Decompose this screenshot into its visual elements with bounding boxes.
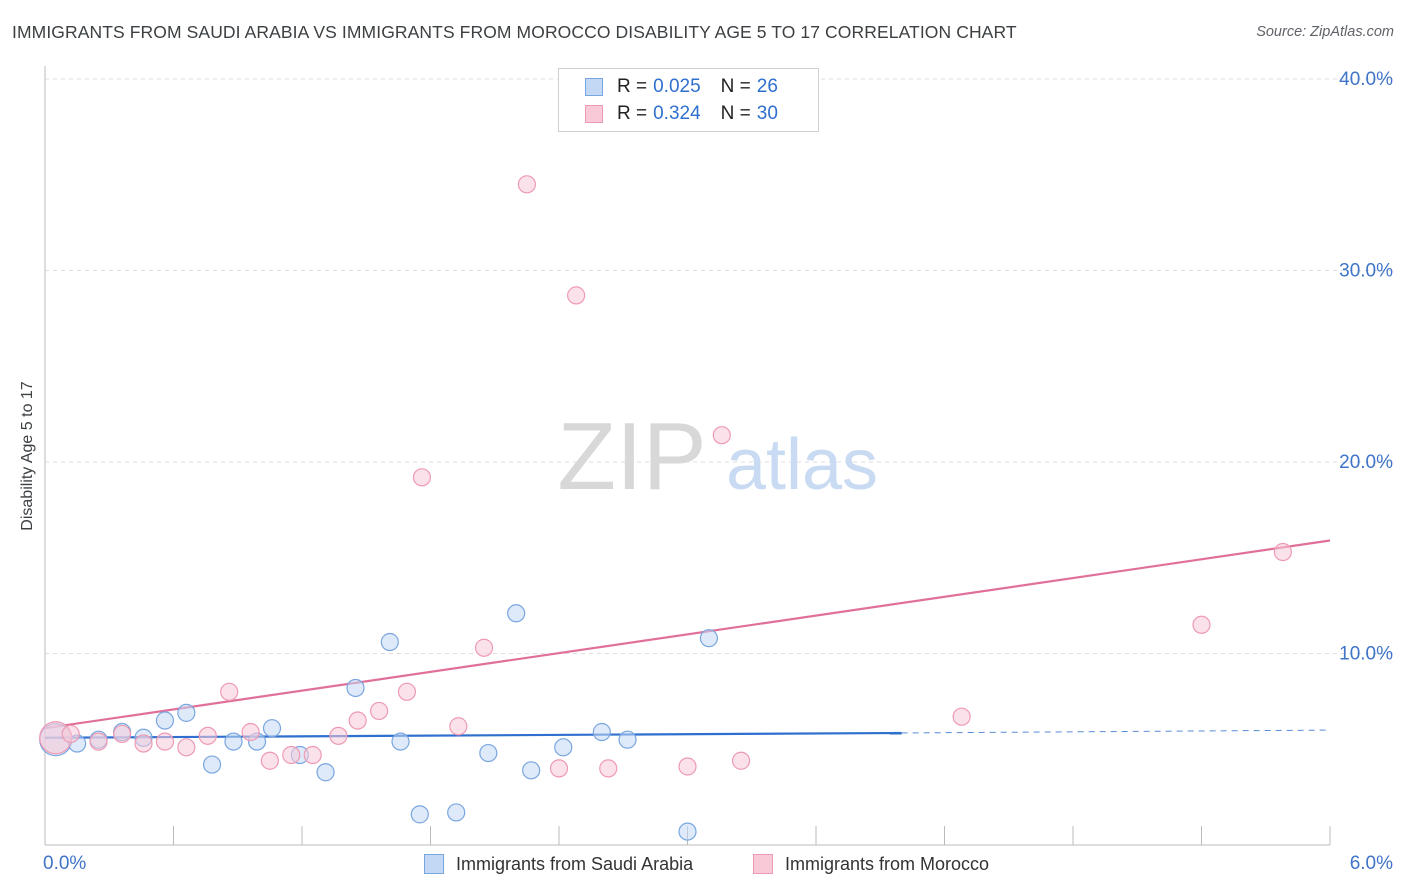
data-point-morocco: [517, 175, 536, 194]
watermark: ZIP atlas: [557, 403, 878, 510]
data-point-saudi-arabia: [522, 761, 541, 780]
chart-title: IMMIGRANTS FROM SAUDI ARABIA VS IMMIGRAN…: [12, 22, 1017, 42]
data-point-morocco: [260, 751, 279, 770]
legend-r-label: R =: [617, 103, 648, 124]
data-point-morocco: [198, 726, 217, 745]
data-point-morocco: [412, 468, 432, 487]
series-swatch-morocco: [753, 854, 773, 874]
data-point-morocco: [474, 638, 494, 657]
data-point-saudi-arabia: [618, 730, 637, 749]
x-tick-label: 6.0%: [1350, 853, 1393, 874]
data-point-morocco: [678, 757, 697, 776]
series-legend-morocco: Immigrants from Morocco: [753, 852, 989, 876]
data-point-saudi-arabia: [479, 743, 498, 763]
data-point-morocco: [89, 732, 108, 751]
data-point-morocco: [449, 717, 468, 736]
data-point-morocco: [1273, 542, 1292, 562]
watermark-zip: ZIP: [557, 403, 706, 510]
legend-n-value: 26: [756, 76, 778, 97]
series-label-saudi-arabia: Immigrants from Saudi Arabia: [456, 853, 694, 874]
data-point-saudi-arabia: [380, 632, 399, 652]
legend-row-saudi-arabia: R = 0.025 N = 26: [585, 75, 778, 99]
data-point-saudi-arabia: [262, 719, 282, 738]
legend-swatch-saudi-arabia: [585, 78, 603, 96]
y-tick-label: 40.0%: [1339, 69, 1393, 90]
data-point-morocco: [599, 759, 618, 778]
watermark-atlas: atlas: [726, 425, 878, 505]
data-point-saudi-arabia: [346, 678, 365, 698]
series-swatch-saudi-arabia: [424, 854, 444, 874]
y-tick-label: 10.0%: [1339, 644, 1393, 665]
stats-legend: R = 0.025 N = 26 R = 0.324 N = 30: [558, 68, 819, 132]
legend-n-label: N =: [720, 103, 751, 124]
data-point-saudi-arabia: [592, 722, 611, 742]
data-point-morocco: [282, 745, 301, 765]
data-point-saudi-arabia: [507, 604, 526, 623]
data-point-saudi-arabia: [554, 738, 573, 757]
data-point-morocco: [155, 732, 175, 751]
data-point-morocco: [952, 707, 971, 726]
series-label-morocco: Immigrants from Morocco: [785, 853, 990, 874]
data-point-morocco: [177, 738, 196, 757]
legend-swatch-morocco: [585, 105, 603, 123]
legend-r-value: 0.025: [653, 76, 701, 97]
data-point-morocco: [220, 682, 239, 701]
x-tick-label: 0.0%: [43, 853, 86, 874]
data-point-morocco: [397, 682, 417, 701]
data-point-saudi-arabia: [410, 805, 429, 824]
y-tick-label: 20.0%: [1339, 452, 1393, 473]
legend-r-label: R =: [617, 76, 648, 97]
legend-r-value: 0.324: [653, 103, 701, 124]
data-point-morocco: [303, 745, 322, 765]
trend-line-extension: [901, 729, 1331, 734]
legend-n-value: 30: [756, 103, 778, 124]
data-point-saudi-arabia: [155, 711, 175, 730]
data-point-saudi-arabia: [224, 732, 243, 751]
data-point-morocco: [370, 701, 389, 721]
data-point-saudi-arabia: [316, 763, 335, 782]
data-point-morocco: [241, 722, 260, 742]
data-point-morocco: [61, 724, 80, 744]
series-legend-saudi-arabia: Immigrants from Saudi Arabia: [424, 852, 693, 876]
y-tick-label: 30.0%: [1339, 261, 1393, 282]
data-point-morocco: [549, 759, 569, 778]
data-point-morocco: [567, 286, 586, 305]
trend-line-morocco: [44, 539, 1331, 730]
data-point-morocco: [329, 726, 348, 745]
data-point-saudi-arabia: [699, 629, 719, 648]
data-point-morocco: [731, 751, 751, 770]
data-point-saudi-arabia: [202, 755, 222, 774]
trend-line-saudi-arabia: [44, 731, 902, 739]
legend-n-label: N =: [720, 76, 751, 97]
legend-row-morocco: R = 0.324 N = 30: [585, 102, 778, 126]
data-point-morocco: [134, 734, 153, 753]
data-point-saudi-arabia: [177, 703, 196, 722]
data-point-morocco: [348, 711, 367, 730]
data-point-morocco: [1192, 615, 1211, 634]
chart-source: Source: ZipAtlas.com: [1256, 24, 1394, 40]
data-point-saudi-arabia: [678, 822, 697, 841]
data-point-saudi-arabia: [391, 732, 410, 751]
data-point-morocco: [712, 426, 731, 445]
data-point-saudi-arabia: [447, 803, 466, 822]
data-point-morocco: [112, 724, 132, 744]
